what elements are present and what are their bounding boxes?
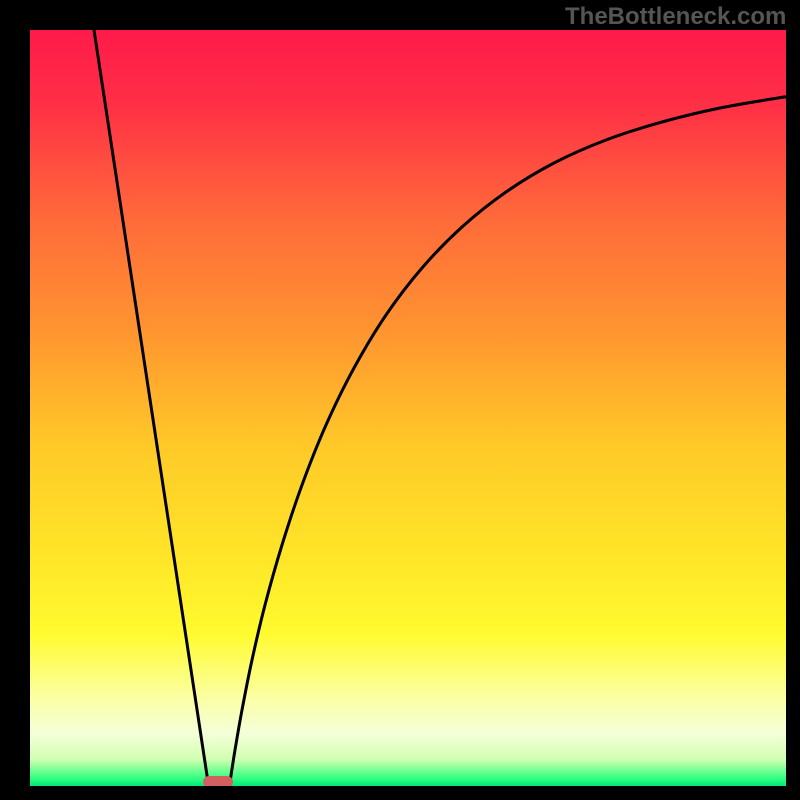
plot-area	[30, 30, 786, 786]
watermark-text: TheBottleneck.com	[565, 3, 786, 31]
left-curve-line	[94, 30, 208, 782]
minimum-highlight-bar	[203, 776, 233, 786]
chart-container: TheBottleneck.com	[0, 0, 800, 800]
right-curve-path	[230, 97, 786, 782]
curves-layer	[30, 30, 786, 786]
